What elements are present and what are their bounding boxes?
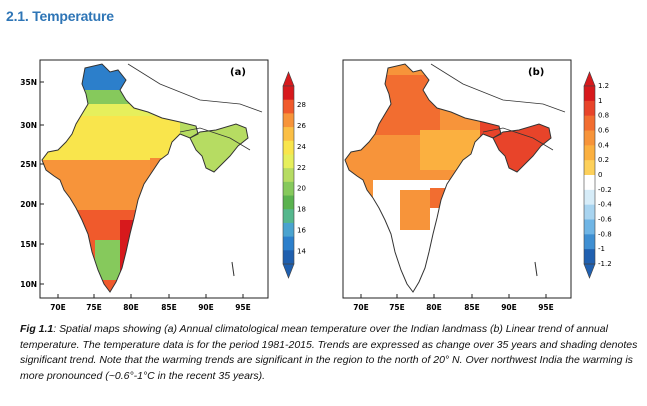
colorbar-a-swatch (283, 236, 294, 251)
colorbar-a-tick: 22 (297, 164, 306, 172)
colorbar-a-swatch (283, 99, 294, 114)
colorbar-b-tick: 0.4 (598, 141, 610, 149)
colorbar-b-tick: 0.6 (598, 127, 610, 135)
panel-a-lon-ticks: 70E 75E 80E 85E 90E 95E (50, 303, 251, 312)
panel-b-label: (b) (528, 67, 544, 78)
colorbar-b-tick: 1 (598, 97, 602, 105)
colorbar-b-tick: -1 (598, 245, 605, 253)
colorbar-a-bottom-arrow (282, 263, 295, 279)
colorbar-b-swatch (584, 189, 595, 206)
colorbar-b-swatch (584, 86, 595, 102)
figure-caption: Fig 1.1: Spatial maps showing (a) Annual… (20, 322, 640, 384)
colorbar-b-tick: -0.2 (598, 186, 612, 194)
lat-tick-35n: 35N (20, 78, 37, 87)
lon-tick-80e-b: 80E (426, 303, 442, 312)
colorbar-b-swatch (584, 249, 595, 265)
colorbar-a-swatch (283, 195, 294, 210)
colorbar-a-swatch (283, 168, 294, 183)
colorbar-a-tick: 24 (297, 143, 306, 151)
colorbar-a-swatch (283, 113, 294, 128)
colorbar-b-top-arrow (583, 71, 596, 87)
colorbar-b-tick: -0.8 (598, 230, 612, 238)
colorbar-a-tick: 26 (297, 122, 306, 130)
caption-text: : Spatial maps showing (a) Annual climat… (20, 323, 638, 382)
lat-tick-25n: 25N (20, 160, 37, 169)
panel-a: (a) 35N 30N 25N 20N 15N 10N 70E 75E 80E … (20, 59, 269, 312)
lon-tick-90e-b: 90E (501, 303, 517, 312)
panel-a-lat-ticks: 35N 30N 25N 20N 15N 10N (20, 78, 37, 289)
colorbar-a-swatch (283, 140, 294, 155)
colorbar-a-swatch (283, 127, 294, 142)
colorbar-b-tick: -0.4 (598, 201, 612, 209)
colorbar-b-swatch (584, 100, 595, 117)
colorbar-b-tick: -1.2 (598, 260, 612, 268)
colorbar-a-swatch (283, 86, 294, 101)
lat-tick-10n: 10N (20, 280, 37, 289)
colorbar-b-bottom-arrow (583, 263, 596, 279)
colorbar-b-tick: 0 (598, 171, 602, 179)
colorbar-b-swatch (584, 115, 595, 131)
lon-tick-85e: 85E (161, 303, 177, 312)
colorbar-b-swatch (584, 145, 595, 161)
colorbar-b-swatch (584, 130, 595, 146)
colorbar-a-swatch (283, 222, 294, 238)
colorbar-a-tick: 28 (297, 101, 306, 109)
lon-tick-80e: 80E (123, 303, 139, 312)
caption-label: Fig 1.1 (20, 323, 54, 335)
colorbar-a-swatch (283, 250, 294, 265)
lon-tick-75e-b: 75E (389, 303, 405, 312)
colorbar-a-tick: 14 (297, 248, 306, 256)
colorbar-a-swatch (283, 181, 294, 197)
lon-tick-95e-b: 95E (538, 303, 554, 312)
figure-svg: (a) 35N 30N 25N 20N 15N 10N 70E 75E 80E … (20, 59, 612, 312)
panel-b: (b) 70E 75E 80E 85E 90E 95E (342, 59, 572, 312)
lat-tick-15n: 15N (20, 240, 37, 249)
colorbar-b-swatch (584, 234, 595, 250)
colorbar-a-tick: 18 (297, 206, 306, 214)
panel-a-label: (a) (230, 67, 246, 78)
colorbar-b-swatch (584, 175, 595, 191)
lon-tick-95e: 95E (235, 303, 251, 312)
colorbar-b-tick: 0.2 (598, 156, 609, 164)
lon-tick-85e-b: 85E (464, 303, 480, 312)
colorbar-b-swatch (584, 160, 595, 176)
colorbar-a-top-arrow (282, 71, 295, 87)
panel-b-lon-ticks: 70E 75E 80E 85E 90E 95E (353, 303, 554, 312)
lon-tick-70e-b: 70E (353, 303, 369, 312)
colorbar-b-tick: 1.2 (598, 82, 609, 90)
colorbar-b-swatch (584, 204, 595, 220)
colorbar-a-tick: 16 (297, 227, 306, 235)
colorbar-a-swatch (283, 154, 294, 169)
section-title: 2.1. Temperature (6, 8, 114, 24)
lon-tick-90e: 90E (198, 303, 214, 312)
panel-b-colorbar: 1.2 1 0.8 0.6 0.4 0.2 0 -0.2 -0.4 -0.6 -0.8 -1 -1.2 (583, 71, 612, 279)
panel-a-colorbar: 28 26 24 22 20 18 16 14 (282, 71, 306, 279)
colorbar-b-tick: 0.8 (598, 112, 609, 120)
colorbar-b-swatch (584, 219, 595, 235)
colorbar-b-tick: -0.6 (598, 216, 612, 224)
lat-tick-20n: 20N (20, 200, 37, 209)
lon-tick-70e: 70E (50, 303, 66, 312)
lon-tick-75e: 75E (86, 303, 102, 312)
lat-tick-30n: 30N (20, 121, 37, 130)
colorbar-a-swatch (283, 209, 294, 224)
colorbar-a-tick: 20 (297, 185, 306, 193)
